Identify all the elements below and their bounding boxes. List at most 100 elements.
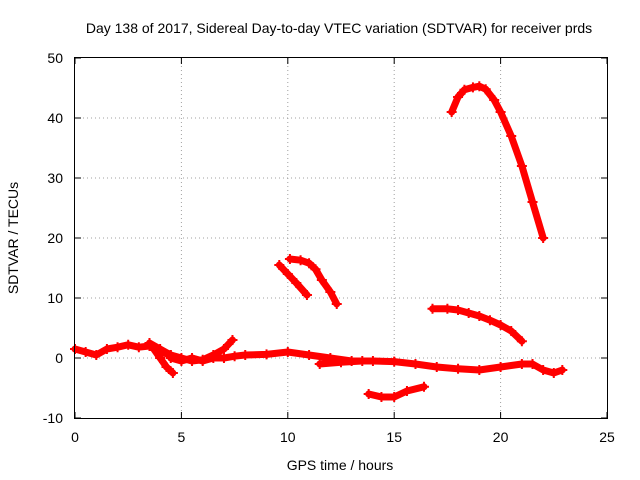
data-point: [176, 356, 187, 366]
series-line: [275, 261, 311, 299]
data-point: [197, 356, 208, 366]
data-series-arc-10: [446, 81, 549, 243]
data-point: [112, 342, 123, 353]
data-point: [91, 350, 102, 360]
data-point: [548, 368, 559, 378]
data-point: [208, 353, 219, 363]
series-line: [448, 82, 547, 242]
series-layer: [70, 81, 568, 402]
data-point: [489, 95, 500, 105]
data-point: [282, 347, 293, 357]
y-tick-label: 40: [47, 110, 63, 126]
data-point: [155, 344, 166, 354]
data-point: [474, 81, 485, 92]
data-point: [506, 326, 517, 336]
data-point: [410, 359, 421, 369]
y-tick-label: 0: [55, 350, 63, 366]
data-point: [187, 353, 198, 363]
data-series-arc-9: [427, 303, 527, 347]
data-point: [467, 82, 478, 93]
data-point: [282, 269, 293, 279]
x-axis-label: GPS time / hours: [287, 457, 394, 473]
data-point: [527, 197, 538, 207]
data-point: [284, 254, 295, 264]
data-point: [484, 315, 495, 326]
data-point: [474, 311, 485, 321]
y-tick-label: 10: [47, 290, 63, 306]
data-point: [516, 359, 527, 369]
data-point: [314, 359, 325, 369]
data-point: [80, 347, 91, 357]
y-tick-label: -10: [43, 410, 63, 426]
data-point: [274, 260, 285, 270]
x-tick-label: 0: [71, 429, 79, 445]
data-point: [495, 362, 506, 372]
data-point: [418, 381, 429, 392]
data-point: [453, 363, 464, 374]
data-point: [229, 351, 240, 362]
data-point: [516, 336, 527, 347]
data-point: [474, 365, 485, 375]
series-line: [148, 342, 177, 377]
data-point: [295, 255, 306, 266]
ticks-layer: 0 5 10 15 20 25 -10 0 10 20 30 40 50: [43, 50, 615, 445]
data-point: [331, 299, 342, 309]
data-point: [357, 356, 368, 366]
data-point: [316, 275, 327, 285]
data-point: [165, 353, 176, 363]
data-point: [557, 365, 568, 375]
y-tick-label: 30: [47, 170, 63, 186]
data-point: [480, 84, 491, 95]
data-series-arc-6: [363, 381, 429, 402]
data-point: [291, 278, 302, 288]
data-point: [367, 356, 378, 366]
data-point: [304, 350, 315, 360]
data-point: [459, 84, 470, 95]
data-point: [446, 107, 457, 117]
x-tick-label: 25: [599, 429, 615, 445]
data-point: [516, 161, 527, 171]
data-series-arc-5: [314, 356, 368, 369]
data-point: [304, 258, 315, 269]
x-tick-label: 5: [178, 429, 186, 445]
x-tick-label: 20: [493, 429, 509, 445]
x-tick-label: 10: [280, 429, 296, 445]
plot-frame: [74, 57, 608, 419]
data-point: [218, 353, 229, 363]
chart-title: Day 138 of 2017, Sidereal Day-to-day VTE…: [86, 20, 592, 36]
y-tick-label: 50: [47, 50, 63, 66]
data-point: [495, 320, 506, 330]
data-point: [442, 303, 453, 314]
data-point: [453, 92, 464, 102]
data-point: [167, 368, 178, 378]
data-point: [389, 392, 400, 402]
data-point: [325, 287, 336, 297]
x-tick-label: 15: [386, 429, 402, 445]
y-axis-label: SDTVAR / TECUs: [5, 182, 21, 294]
data-point: [161, 362, 172, 372]
y-tick-label: 20: [47, 230, 63, 246]
data-point: [227, 335, 238, 345]
data-point: [310, 264, 321, 275]
data-point: [261, 349, 272, 360]
data-point: [301, 290, 312, 300]
data-point: [527, 359, 538, 369]
data-point: [401, 386, 412, 396]
data-point: [506, 131, 517, 141]
data-point: [431, 362, 442, 372]
data-point: [389, 356, 400, 367]
data-point: [218, 344, 229, 354]
data-point: [376, 392, 387, 402]
data-point: [495, 107, 506, 117]
data-point: [155, 353, 166, 363]
data-point: [463, 308, 474, 318]
data-point: [363, 389, 374, 399]
data-series-arc-7: [274, 260, 312, 300]
data-point: [144, 338, 155, 348]
data-point: [538, 233, 549, 243]
data-point: [101, 344, 112, 354]
data-point: [453, 305, 464, 315]
data-point: [538, 365, 549, 375]
